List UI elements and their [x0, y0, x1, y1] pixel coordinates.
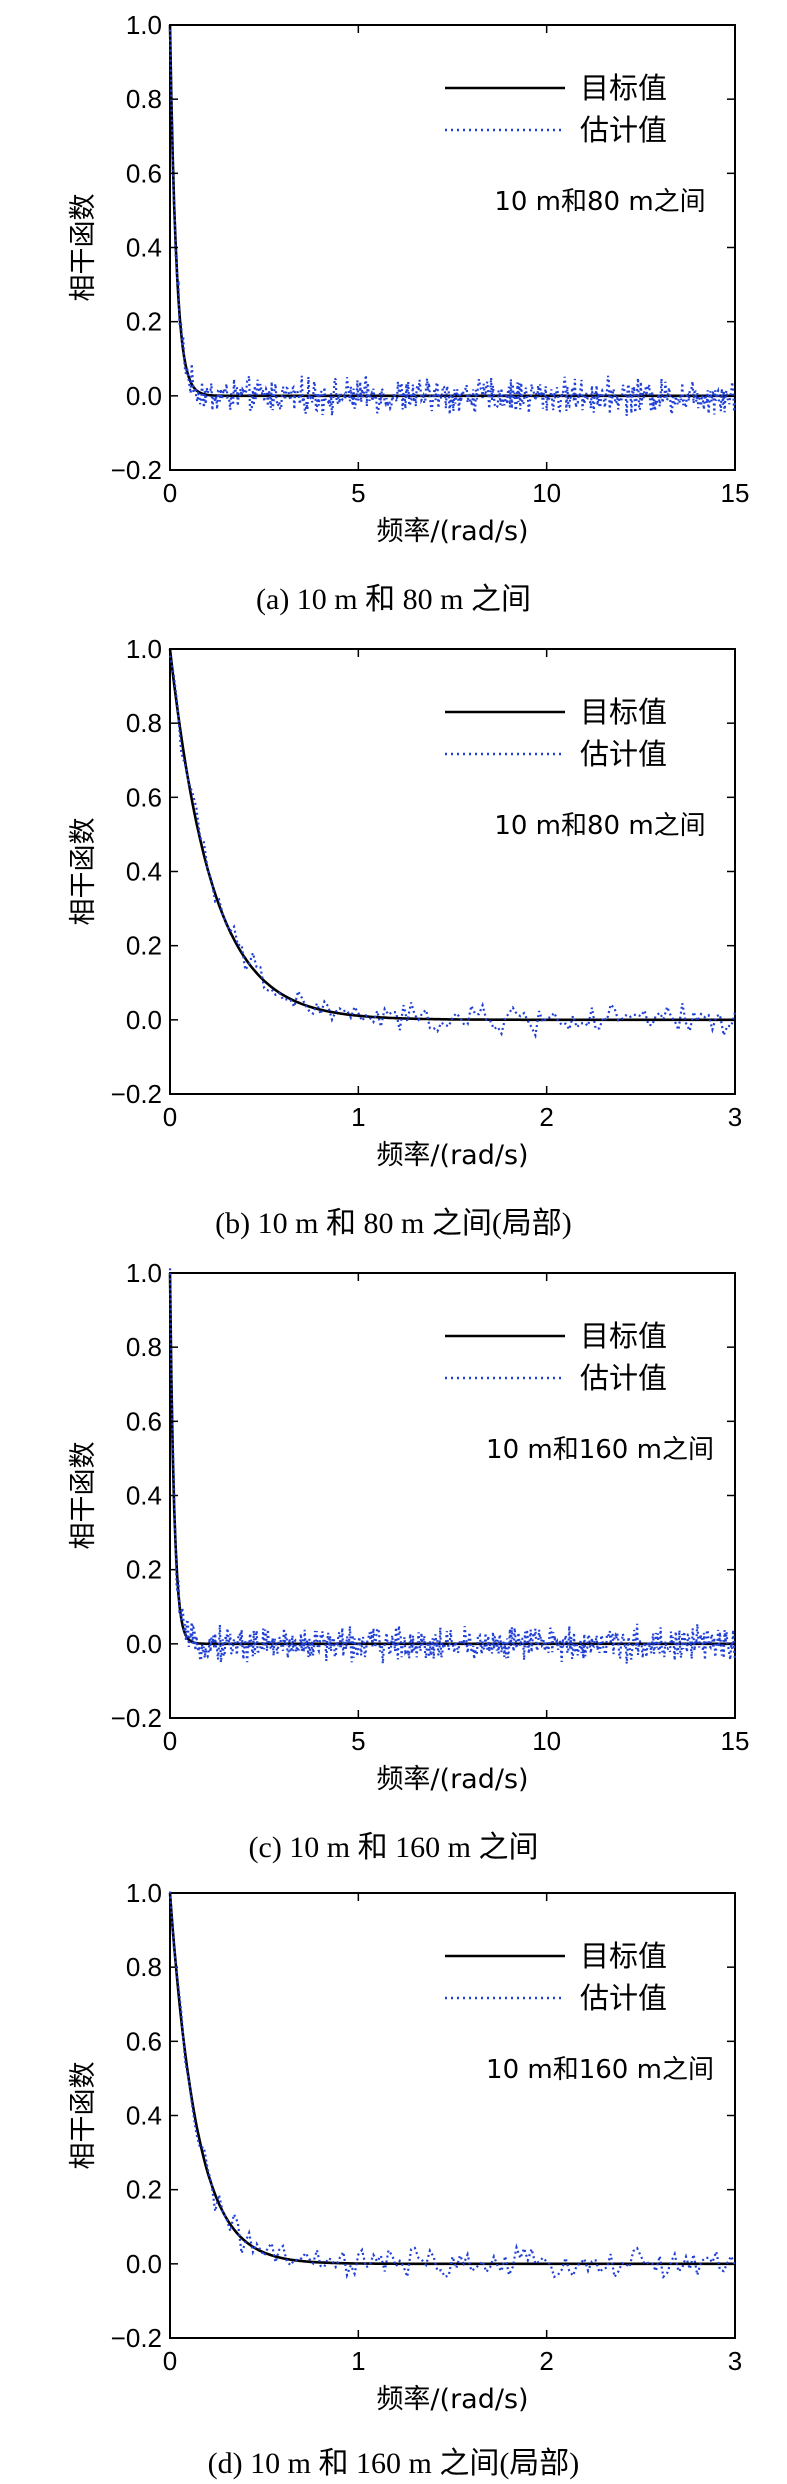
y-tick-label: 0.6 [126, 2026, 162, 2056]
y-tick-label: 0.0 [126, 1629, 162, 1659]
y-tick-label: 0.4 [126, 1481, 162, 1511]
y-tick-label: 0.0 [126, 381, 162, 411]
y-tick-label: 0.0 [126, 2249, 162, 2279]
series-estimate-line [168, 655, 737, 1040]
x-tick-label: 5 [351, 478, 365, 508]
caption-c: (c) 10 m 和 160 m 之间 [248, 1831, 539, 1864]
y-tick-label: 1.0 [126, 1878, 162, 1908]
y-tick-label: 1.0 [126, 10, 162, 40]
legend-label-estimate: 估计值 [580, 737, 667, 771]
x-tick-label: 2 [539, 1102, 553, 1132]
x-axis-label: 频率/(rad/s) [376, 1140, 528, 1171]
y-axis-label: 相干函数 [68, 194, 99, 302]
caption-d: (d) 10 m 和 160 m 之间(局部) [207, 2447, 580, 2480]
y-tick-label: 0.6 [126, 158, 162, 188]
chart-d: −0.2 0.0 0.2 0.4 0.6 0.8 1.0 0 1 2 3 频率/(rad/s) 相干函数… [68, 1878, 742, 2415]
y-axis-label: 相干函数 [68, 2062, 99, 2170]
x-tick-label: 1 [351, 2346, 365, 2376]
caption-a: (a) 10 m 和 80 m 之间 [256, 583, 531, 616]
caption-b: (b) 10 m 和 80 m 之间(局部) [215, 1207, 572, 1240]
y-tick-label: −0.2 [111, 1079, 162, 1109]
chart-b: −0.2 0.0 0.2 0.4 0.6 0.8 1.0 0 1 2 3 频率/(rad/s) 相干函数… [68, 634, 742, 1171]
x-tick-label: 0 [163, 2346, 177, 2376]
y-tick-label: 0.2 [126, 931, 162, 961]
y-tick-label: 0.2 [126, 2175, 162, 2205]
legend-label-target: 目标值 [580, 695, 667, 729]
x-tick-label: 10 [532, 1726, 561, 1756]
x-tick-label: 0 [163, 1726, 177, 1756]
chart-annotation: 10 m和80 m之间 [494, 187, 705, 217]
x-tick-label: 0 [163, 478, 177, 508]
chart-panel-d: −0.2 0.0 0.2 0.4 0.6 0.8 1.0 0 1 2 3 频率/(rad/s) 相干函数… [0, 1868, 787, 2484]
x-tick-label: 2 [539, 2346, 553, 2376]
legend-label-target: 目标值 [580, 1319, 667, 1353]
y-tick-label: 0.4 [126, 233, 162, 263]
y-tick-label: 0.6 [126, 1406, 162, 1436]
chart-c: −0.2 0.0 0.2 0.4 0.6 0.8 1.0 0 5 10 15 频率/(rad/s) 相干… [68, 1258, 750, 1795]
x-axis-label: 频率/(rad/s) [376, 516, 528, 547]
y-tick-label: 0.2 [126, 307, 162, 337]
x-axis-label: 频率/(rad/s) [376, 1764, 528, 1795]
y-axis-label: 相干函数 [68, 1442, 99, 1550]
y-tick-label: −0.2 [111, 2323, 162, 2353]
y-tick-label: −0.2 [111, 1703, 162, 1733]
chart-annotation: 10 m和160 m之间 [486, 2055, 714, 2085]
x-tick-label: 0 [163, 1102, 177, 1132]
series-target-line [168, 1892, 735, 2266]
x-tick-label: 3 [728, 2346, 742, 2376]
y-tick-label: 0.8 [126, 708, 162, 738]
y-tick-label: −0.2 [111, 455, 162, 485]
x-tick-label: 15 [721, 478, 750, 508]
legend-label-estimate: 估计值 [580, 1981, 667, 2015]
x-axis-label: 频率/(rad/s) [376, 2384, 528, 2415]
y-tick-label: 0.6 [126, 782, 162, 812]
legend-label-estimate: 估计值 [580, 1361, 667, 1395]
legend-label-estimate: 估计值 [580, 113, 667, 147]
y-tick-label: 0.4 [126, 2101, 162, 2131]
y-tick-label: 0.2 [126, 1555, 162, 1585]
x-tick-label: 3 [728, 1102, 742, 1132]
x-tick-label: 1 [351, 1102, 365, 1132]
y-tick-label: 0.8 [126, 1332, 162, 1362]
series-estimate-line [168, 1268, 737, 1664]
x-tick-label: 10 [532, 478, 561, 508]
y-tick-label: 1.0 [126, 634, 162, 664]
chart-panel-c: −0.2 0.0 0.2 0.4 0.6 0.8 1.0 0 5 10 15 频率/(rad/s) 相干… [0, 1248, 787, 1868]
y-tick-label: 1.0 [126, 1258, 162, 1288]
y-tick-label: 0.0 [126, 1005, 162, 1035]
y-tick-label: 0.8 [126, 1952, 162, 1982]
series-estimate-line [168, 29, 737, 416]
x-tick-label: 5 [351, 1726, 365, 1756]
legend-label-target: 目标值 [580, 71, 667, 105]
y-axis-label: 相干函数 [68, 818, 99, 926]
chart-annotation: 10 m和80 m之间 [494, 811, 705, 841]
chart-annotation: 10 m和160 m之间 [486, 1435, 714, 1465]
series-target-line [168, 24, 735, 398]
y-tick-label: 0.8 [126, 84, 162, 114]
chart-panel-b: −0.2 0.0 0.2 0.4 0.6 0.8 1.0 0 1 2 3 频率/(rad/s) 相干函数… [0, 624, 787, 1244]
x-tick-label: 15 [721, 1726, 750, 1756]
chart-a: −0.2 0.0 0.2 0.4 0.6 0.8 1.0 0 5 10 15 频率/(rad/s) 相干… [68, 10, 750, 547]
legend-label-target: 目标值 [580, 1939, 667, 1973]
chart-panel-a: −0.2 0.0 0.2 0.4 0.6 0.8 1.0 0 5 10 15 频率/(rad/s) 相干… [0, 0, 787, 620]
y-tick-label: 0.4 [126, 857, 162, 887]
